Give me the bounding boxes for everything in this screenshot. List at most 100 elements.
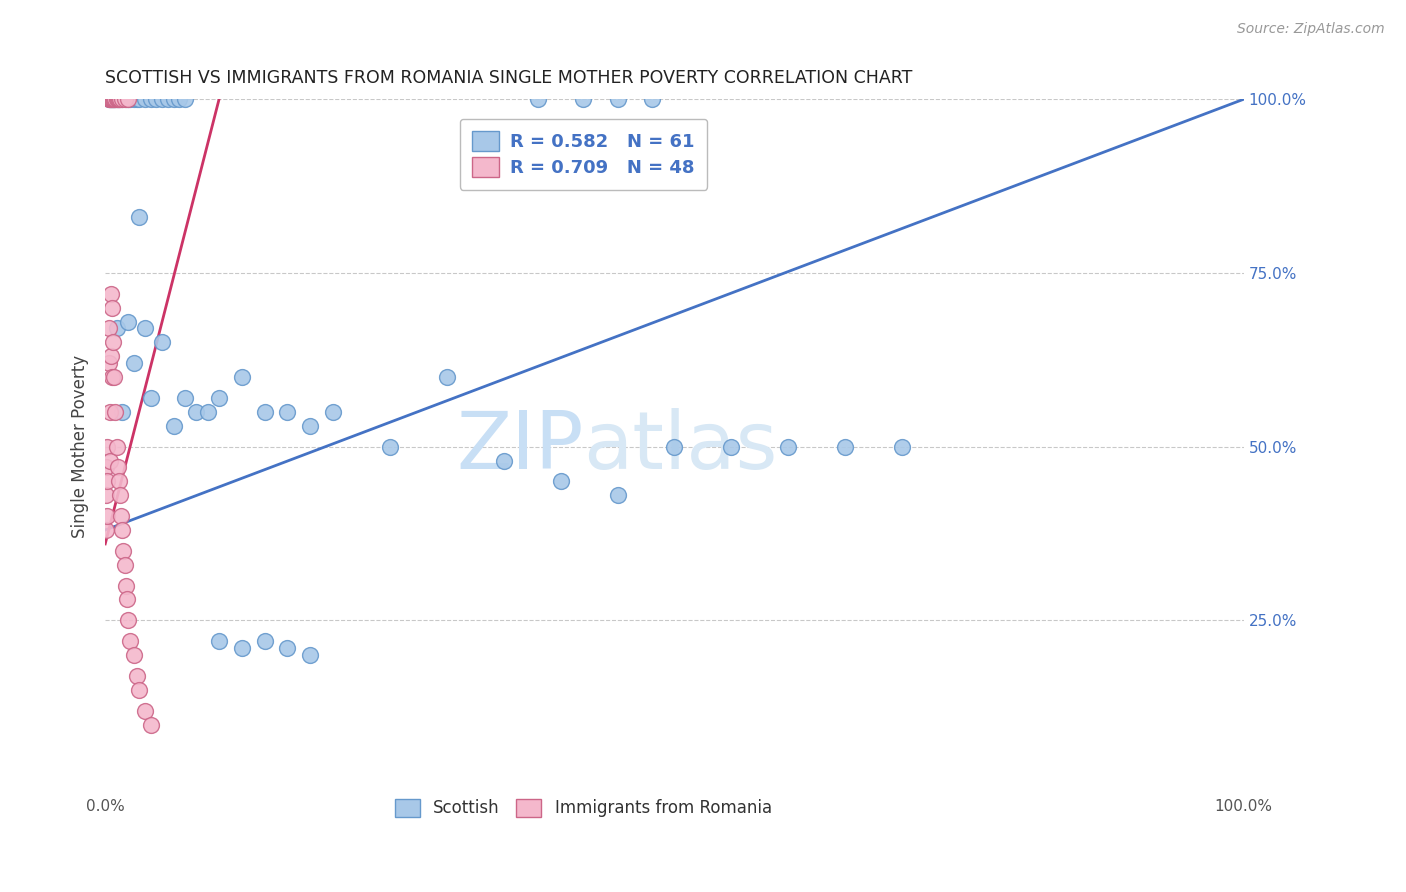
Point	[134, 92, 156, 106]
Point	[104, 405, 127, 419]
Point	[436, 370, 458, 384]
Point	[139, 391, 162, 405]
Text: atlas: atlas	[583, 408, 778, 485]
Point	[162, 418, 184, 433]
Point	[527, 92, 550, 106]
Point	[162, 92, 184, 106]
Point	[128, 682, 150, 697]
Point	[117, 92, 139, 106]
Point	[111, 92, 134, 106]
Point	[108, 488, 131, 502]
Point	[208, 391, 231, 405]
Text: SCOTTISH VS IMMIGRANTS FROM ROMANIA SINGLE MOTHER POVERTY CORRELATION CHART: SCOTTISH VS IMMIGRANTS FROM ROMANIA SING…	[105, 69, 912, 87]
Point	[96, 509, 118, 524]
Point	[107, 92, 129, 106]
Point	[108, 92, 131, 106]
Legend: Scottish, Immigrants from Romania: Scottish, Immigrants from Romania	[388, 792, 779, 824]
Point	[231, 641, 253, 656]
Point	[834, 440, 856, 454]
Point	[103, 92, 125, 106]
Point	[208, 634, 231, 648]
Point	[156, 92, 179, 106]
Point	[105, 92, 128, 106]
Point	[110, 509, 132, 524]
Point	[127, 669, 149, 683]
Point	[96, 440, 118, 454]
Point	[98, 92, 121, 106]
Point	[104, 92, 127, 106]
Point	[97, 92, 120, 106]
Point	[378, 440, 401, 454]
Point	[96, 475, 118, 489]
Point	[117, 613, 139, 627]
Point	[101, 92, 124, 106]
Point	[101, 370, 124, 384]
Point	[322, 405, 344, 419]
Point	[101, 335, 124, 350]
Point	[108, 92, 131, 106]
Point	[186, 405, 208, 419]
Point	[128, 92, 150, 106]
Point	[150, 92, 173, 106]
Point	[114, 558, 136, 572]
Point	[107, 460, 129, 475]
Point	[98, 405, 121, 419]
Point	[98, 453, 121, 467]
Point	[778, 440, 800, 454]
Point	[111, 523, 134, 537]
Point	[100, 286, 122, 301]
Point	[108, 92, 131, 106]
Point	[145, 92, 167, 106]
Point	[150, 335, 173, 350]
Point	[96, 460, 118, 475]
Point	[492, 453, 515, 467]
Point	[114, 92, 136, 106]
Point	[891, 440, 914, 454]
Point	[105, 440, 128, 454]
Point	[105, 321, 128, 335]
Point	[98, 92, 121, 106]
Point	[104, 92, 127, 106]
Point	[101, 301, 124, 315]
Point	[139, 717, 162, 731]
Point	[108, 475, 131, 489]
Point	[720, 440, 742, 454]
Point	[122, 92, 145, 106]
Point	[253, 634, 276, 648]
Point	[122, 648, 145, 662]
Point	[120, 634, 142, 648]
Point	[231, 370, 253, 384]
Point	[167, 92, 190, 106]
Point	[111, 405, 134, 419]
Point	[572, 92, 595, 106]
Point	[664, 440, 686, 454]
Point	[97, 321, 120, 335]
Point	[101, 92, 124, 106]
Point	[100, 92, 122, 106]
Point	[114, 92, 136, 106]
Point	[112, 544, 135, 558]
Point	[120, 92, 142, 106]
Point	[105, 92, 128, 106]
Point	[139, 92, 162, 106]
Point	[100, 349, 122, 363]
Point	[96, 523, 118, 537]
Point	[111, 92, 134, 106]
Point	[97, 356, 120, 370]
Point	[606, 92, 628, 106]
Point	[197, 405, 219, 419]
Point	[550, 475, 572, 489]
Point	[103, 370, 125, 384]
Point	[276, 641, 298, 656]
Point	[134, 704, 156, 718]
Point	[117, 92, 139, 106]
Point	[606, 488, 628, 502]
Point	[174, 92, 197, 106]
Point	[115, 592, 138, 607]
Point	[97, 92, 120, 106]
Text: ZIP: ZIP	[456, 408, 583, 485]
Point	[276, 405, 298, 419]
Point	[174, 391, 197, 405]
Point	[253, 405, 276, 419]
Point	[103, 92, 125, 106]
